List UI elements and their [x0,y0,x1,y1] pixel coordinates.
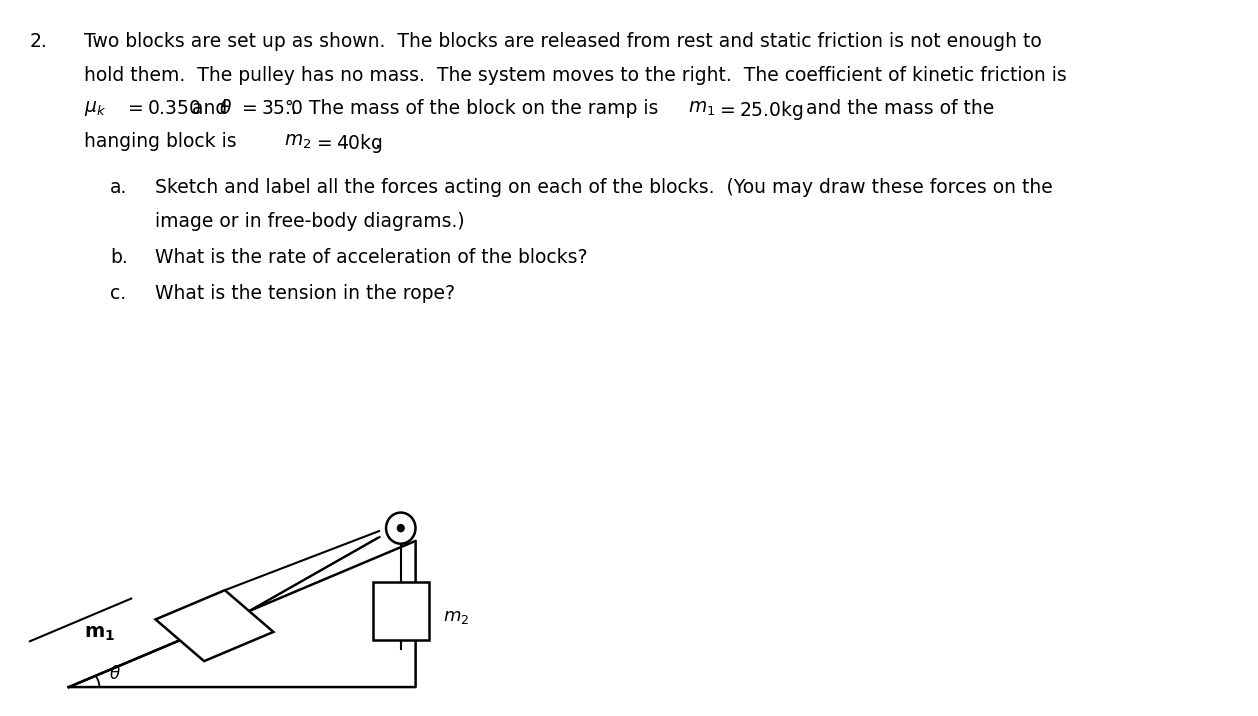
Text: 2.: 2. [30,32,48,52]
Text: What is the tension in the rope?: What is the tension in the rope? [155,284,454,303]
Text: c.: c. [109,284,126,303]
Text: hanging block is: hanging block is [84,132,237,151]
Text: °: ° [284,99,293,117]
Text: image or in free-body diagrams.): image or in free-body diagrams.) [155,211,464,231]
Text: $\,=25.0\mathrm{kg}$: $\,=25.0\mathrm{kg}$ [713,99,804,122]
Text: .  The mass of the block on the ramp is: . The mass of the block on the ramp is [291,99,658,118]
Text: $\,=35.0$: $\,=35.0$ [234,99,303,118]
Text: and: and [186,99,234,118]
Text: a.: a. [109,178,127,197]
Text: $\mathbf{m_1}$: $\mathbf{m_1}$ [84,624,114,643]
Text: and the mass of the: and the mass of the [794,99,994,118]
Text: $\theta$: $\theta$ [108,665,121,683]
Text: $=0.350$: $=0.350$ [125,99,201,118]
Text: hold them.  The pulley has no mass.  The system moves to the right.  The coeffic: hold them. The pulley has no mass. The s… [84,66,1067,84]
Text: $m_2$: $m_2$ [284,132,311,151]
Ellipse shape [386,513,415,543]
Bar [372,582,429,640]
Text: $\,=40\mathrm{kg}$: $\,=40\mathrm{kg}$ [309,132,382,155]
Text: $m_2$: $m_2$ [443,608,469,626]
Text: .: . [369,132,380,151]
Polygon shape [156,590,273,661]
Text: $\theta$: $\theta$ [219,99,233,118]
Text: $m_1$: $m_1$ [688,99,716,118]
Text: b.: b. [109,248,128,267]
Ellipse shape [398,525,404,532]
Text: Two blocks are set up as shown.  The blocks are released from rest and static fr: Two blocks are set up as shown. The bloc… [84,32,1042,52]
Text: What is the rate of acceleration of the blocks?: What is the rate of acceleration of the … [155,248,587,267]
Text: Sketch and label all the forces acting on each of the blocks.  (You may draw the: Sketch and label all the forces acting o… [155,178,1053,197]
Text: $\mu_k$: $\mu_k$ [84,99,107,118]
